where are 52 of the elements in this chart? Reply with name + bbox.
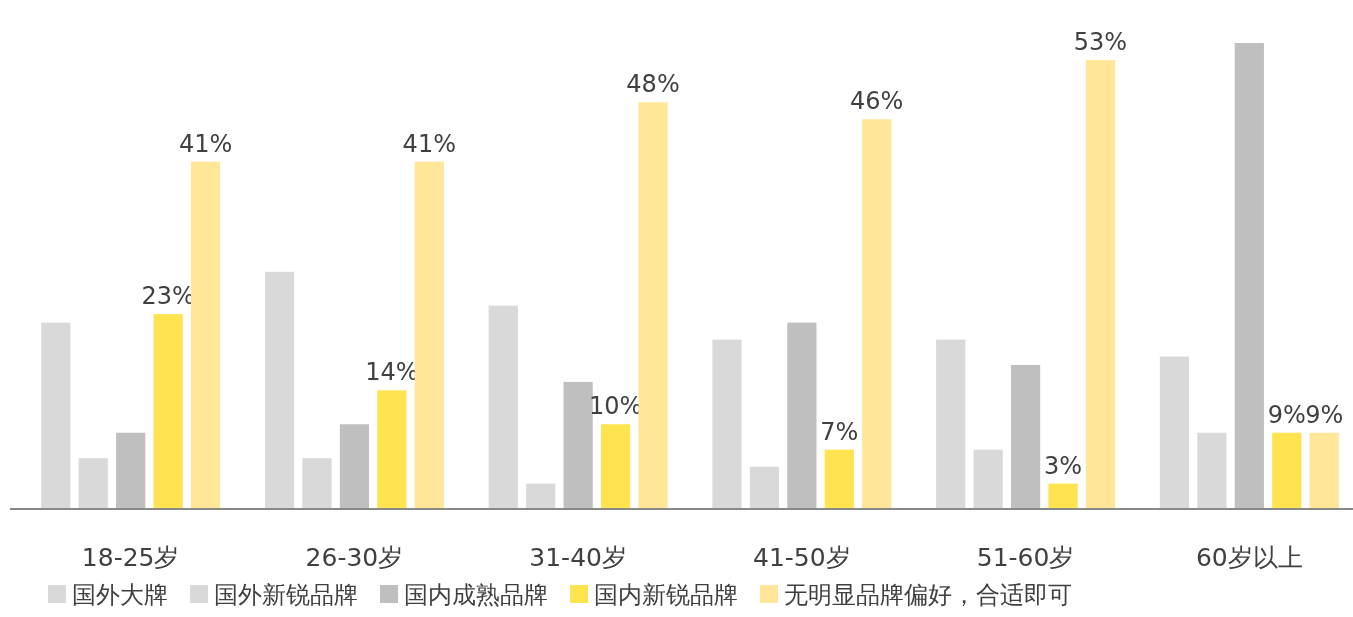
bar (78, 458, 108, 509)
bar (190, 161, 221, 509)
data-label: 9% (1305, 400, 1344, 429)
bar (563, 381, 593, 509)
data-label: 46% (850, 87, 904, 116)
x-tick-label: 18-25岁 (81, 543, 180, 572)
data-label: 10% (588, 392, 643, 421)
bar (377, 390, 407, 509)
bar (824, 449, 854, 509)
bar (41, 322, 71, 509)
x-tick-label: 41-50岁 (753, 543, 851, 572)
data-label: 41% (402, 129, 456, 158)
bar (153, 314, 183, 509)
data-label: 9% (1267, 400, 1306, 429)
bar (600, 424, 631, 509)
legend-label: 国外大牌 (72, 581, 168, 609)
bar (1010, 364, 1041, 509)
data-label: 3% (1044, 451, 1083, 480)
x-tick-label: 60岁以上 (1195, 543, 1303, 572)
bar (973, 449, 1003, 509)
data-label: 41% (178, 129, 233, 158)
legend-label: 无明显品牌偏好，合适即可 (784, 581, 1072, 609)
bar (264, 271, 295, 509)
data-label: 23% (141, 282, 195, 311)
x-tick-label: 26-30岁 (305, 543, 404, 572)
bar (488, 305, 518, 509)
bar (1197, 432, 1227, 509)
data-label: 7% (820, 417, 859, 446)
bar (1085, 59, 1116, 509)
bar (526, 483, 556, 509)
x-tick-label: 31-40岁 (529, 543, 627, 572)
bar (712, 339, 742, 509)
data-label: 48% (626, 70, 680, 99)
bar (749, 466, 780, 509)
bar (1159, 356, 1190, 509)
bar (787, 322, 817, 509)
bar (862, 119, 892, 509)
bar (302, 458, 332, 509)
legend-label: 国内新锐品牌 (594, 581, 738, 609)
legend-label: 国内成熟品牌 (404, 581, 548, 609)
x-tick-label: 51-60岁 (976, 543, 1075, 572)
bar (339, 424, 370, 509)
bar (1048, 483, 1078, 509)
bar (1309, 432, 1339, 509)
legend-label: 国外新锐品牌 (214, 581, 358, 609)
bar (414, 161, 444, 509)
bar (1272, 432, 1302, 509)
bar (1234, 43, 1264, 509)
bar (936, 339, 966, 509)
bar (638, 102, 668, 509)
bar (116, 432, 146, 509)
data-label: 53% (1073, 27, 1128, 56)
